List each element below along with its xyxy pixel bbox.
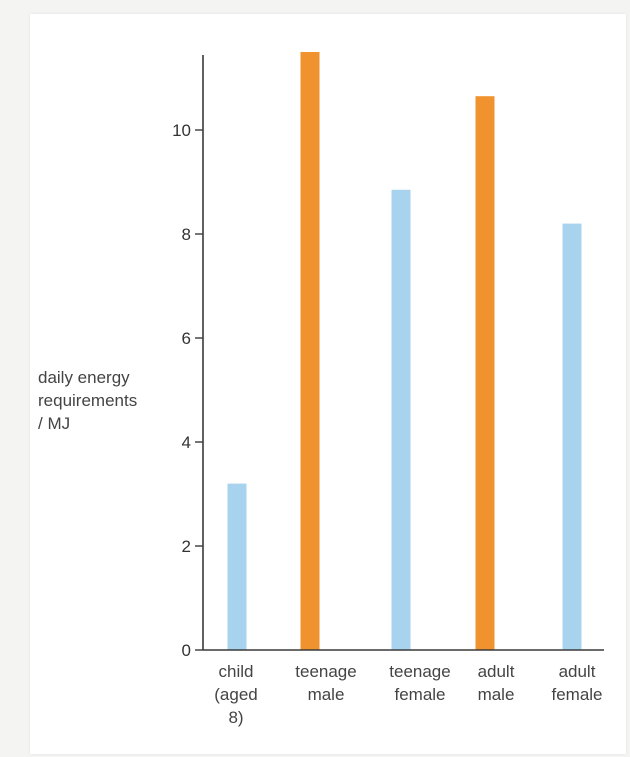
y-axis-ticks: 0 2 4 6 8 10 (172, 121, 203, 660)
paper-sheet (30, 14, 626, 754)
bar-3 (475, 96, 495, 650)
y-tick-label-4: 8 (182, 225, 191, 244)
bars (227, 52, 582, 651)
y-tick-label-5: 10 (172, 121, 191, 140)
y-tick-label-1: 2 (182, 537, 191, 556)
x-category-label-4: adult female (551, 662, 602, 704)
y-axis-title: daily energy requirements / MJ (38, 368, 137, 433)
y-tick-label-0: 0 (182, 641, 191, 660)
y-tick-label-3: 6 (182, 329, 191, 348)
x-category-label-1: teenage male (295, 662, 356, 704)
x-category-label-3: adult male (478, 662, 515, 704)
bar-0 (227, 483, 247, 650)
y-axis-label: daily energy requirements / MJ (38, 368, 137, 433)
y-tick-label-2: 4 (182, 433, 191, 452)
x-axis-labels: child (aged 8) teenage male teenage female adul… (214, 662, 602, 727)
bar-1 (300, 52, 320, 650)
x-category-label-0: child (aged 8) (214, 662, 257, 727)
bar-2 (391, 189, 411, 651)
x-category-label-2: teenage female (389, 662, 450, 704)
bar-4 (562, 223, 582, 650)
